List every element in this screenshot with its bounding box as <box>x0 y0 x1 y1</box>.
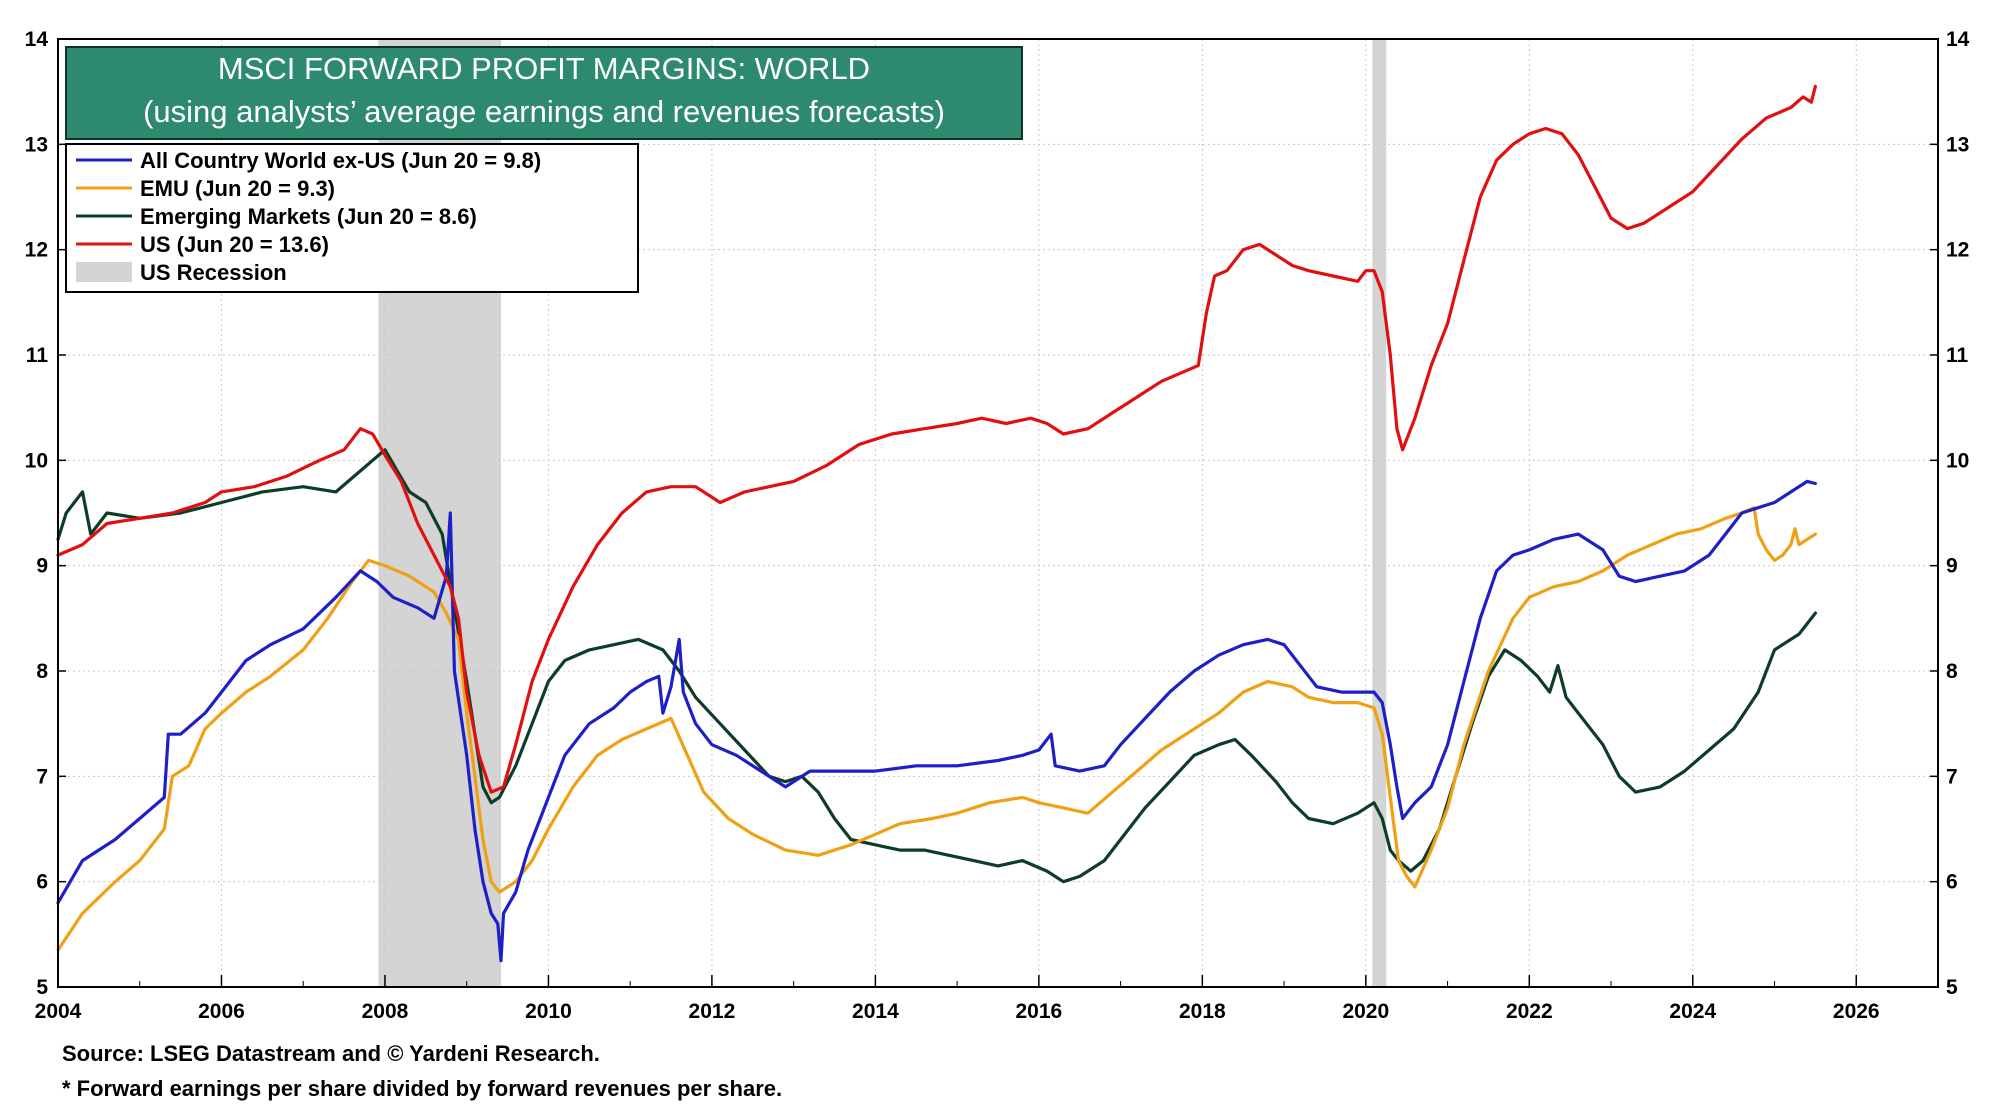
y-tick-label-right-3: 8 <box>1946 660 1958 683</box>
source-note: Source: LSEG Datastream and © Yardeni Re… <box>62 1041 600 1066</box>
y-tick-label-left-6: 11 <box>26 344 49 367</box>
legend-label-acwi-ex-us: All Country World ex-US (Jun 20 = 9.8) <box>140 148 541 173</box>
y-tick-label-right-5: 10 <box>1946 449 1969 472</box>
y-tick-label-right-0: 5 <box>1946 976 1958 999</box>
footnote: * Forward earnings per share divided by … <box>62 1076 783 1101</box>
legend-label-us: US (Jun 20 = 13.6) <box>140 232 329 257</box>
x-tick-label-2: 2008 <box>362 1000 409 1023</box>
chart-title: MSCI FORWARD PROFIT MARGINS: WORLD <box>218 51 870 86</box>
title-box <box>65 46 1023 140</box>
y-tick-label-right-9: 14 <box>1946 28 1970 51</box>
x-tick-label-10: 2024 <box>1669 1000 1716 1023</box>
y-tick-label-left-3: 8 <box>36 660 48 683</box>
series-line-3 <box>56 84 1817 794</box>
y-tick-label-left-9: 14 <box>25 28 49 51</box>
legend-swatch-us-recession <box>76 262 132 282</box>
y-tick-label-right-7: 12 <box>1946 239 1969 262</box>
y-tick-label-left-2: 7 <box>36 765 48 788</box>
x-tick-label-9: 2022 <box>1506 1000 1553 1023</box>
y-tick-label-right-6: 11 <box>1946 344 1969 367</box>
series-lines <box>56 84 1817 963</box>
x-tick-label-8: 2020 <box>1342 1000 1389 1023</box>
y-tick-label-left-8: 13 <box>25 133 48 156</box>
x-tick-label-11: 2026 <box>1833 1000 1880 1023</box>
x-tick-label-3: 2010 <box>525 1000 572 1023</box>
legend-label-emerging-markets: Emerging Markets (Jun 20 = 8.6) <box>140 204 477 229</box>
chart-subtitle: (using analysts’ average earnings and re… <box>143 94 945 129</box>
y-tick-label-right-8: 13 <box>1946 133 1969 156</box>
y-tick-label-right-1: 6 <box>1946 871 1958 894</box>
x-tick-label-0: 2004 <box>35 1000 82 1023</box>
x-tick-label-6: 2016 <box>1016 1000 1063 1023</box>
plot-frame <box>57 38 1939 988</box>
x-tick-label-1: 2006 <box>198 1000 245 1023</box>
recession-band-1 <box>1372 39 1387 987</box>
axis-ticks: 5 5 6 6 7 7 8 8 9 9 10 10 11 11 12 12 13 13 14 14 2004 2006 20… <box>25 28 1970 1023</box>
y-tick-label-left-1: 6 <box>36 871 48 894</box>
y-tick-label-right-2: 7 <box>1946 765 1958 788</box>
series-line-1 <box>56 506 1817 952</box>
y-tick-label-right-4: 9 <box>1946 555 1958 578</box>
y-tick-label-left-7: 12 <box>25 239 48 262</box>
x-tick-label-4: 2012 <box>689 1000 736 1023</box>
series-line-2 <box>56 448 1817 884</box>
y-tick-label-left-4: 9 <box>36 555 48 578</box>
series-line-0 <box>56 479 1817 963</box>
y-tick-label-left-0: 5 <box>36 976 48 999</box>
x-tick-label-5: 2014 <box>852 1000 899 1023</box>
y-tick-label-left-5: 10 <box>25 449 48 472</box>
legend-label-emu: EMU (Jun 20 = 9.3) <box>140 176 335 201</box>
legend-label-us-recession: US Recession <box>140 260 287 285</box>
x-tick-label-7: 2018 <box>1179 1000 1226 1023</box>
legend-box <box>65 143 639 293</box>
